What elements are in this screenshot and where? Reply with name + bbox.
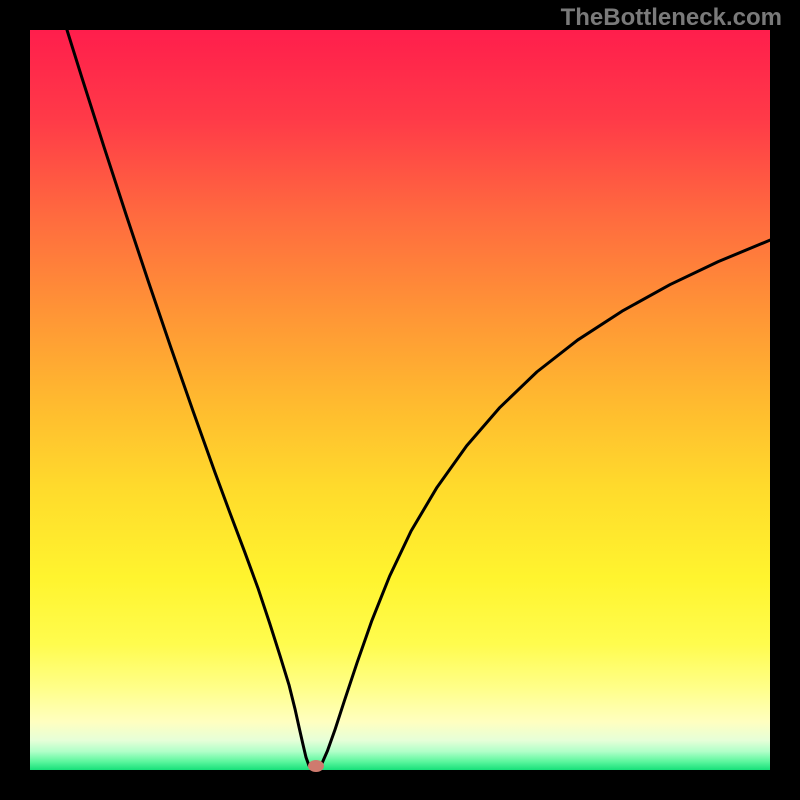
curve-svg bbox=[30, 30, 770, 770]
minimum-marker bbox=[308, 760, 324, 772]
watermark-text: TheBottleneck.com bbox=[561, 4, 782, 32]
bottleneck-curve bbox=[67, 30, 770, 770]
plot-area bbox=[30, 30, 770, 770]
chart-container: { "chart": { "type": "line", "canvas_siz… bbox=[0, 0, 800, 800]
